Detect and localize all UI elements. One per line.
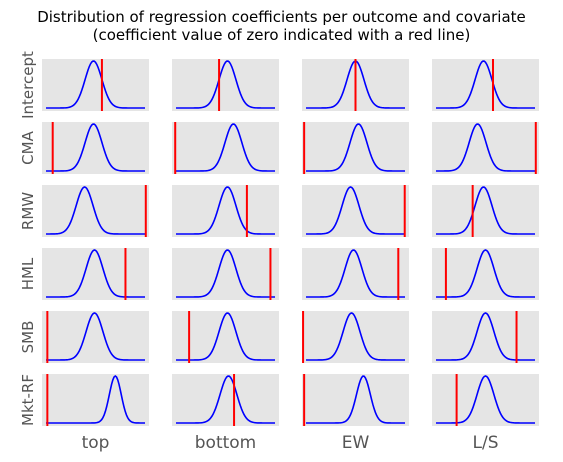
density-curve bbox=[306, 123, 405, 172]
density-curve bbox=[436, 60, 535, 109]
density-curve bbox=[436, 186, 535, 235]
column-label: L/S bbox=[473, 433, 499, 453]
density-curve bbox=[306, 375, 405, 424]
row-label: RMW bbox=[19, 192, 37, 230]
density-curve bbox=[46, 123, 145, 172]
density-curve bbox=[176, 312, 275, 361]
panel bbox=[172, 311, 279, 363]
panel bbox=[42, 185, 149, 237]
density-curve bbox=[46, 60, 145, 109]
density-curve bbox=[176, 249, 275, 298]
panel-background bbox=[172, 185, 279, 237]
panel-background bbox=[432, 248, 539, 300]
panel bbox=[172, 185, 279, 237]
panel-background bbox=[432, 374, 539, 426]
panel bbox=[42, 374, 149, 426]
panel-background bbox=[432, 122, 539, 174]
panel bbox=[172, 248, 279, 300]
panel-background bbox=[42, 374, 149, 426]
density-curve bbox=[46, 374, 145, 424]
column-label: top bbox=[82, 433, 110, 453]
panel bbox=[302, 311, 409, 363]
density-curve bbox=[436, 123, 535, 172]
panel bbox=[432, 185, 539, 237]
panel-background bbox=[432, 185, 539, 237]
panel bbox=[302, 185, 409, 237]
panel bbox=[432, 374, 539, 426]
density-curve bbox=[176, 375, 275, 424]
panel bbox=[42, 248, 149, 300]
panel bbox=[432, 122, 539, 174]
panel bbox=[302, 59, 409, 111]
density-curve bbox=[176, 186, 275, 235]
panel-background bbox=[172, 59, 279, 111]
density-curve bbox=[46, 186, 145, 235]
panel bbox=[172, 59, 279, 111]
row-label: HML bbox=[19, 257, 37, 290]
density-curve bbox=[176, 60, 275, 109]
panel-background bbox=[42, 248, 149, 300]
panel bbox=[42, 311, 149, 363]
density-curve bbox=[46, 312, 145, 361]
panel-background bbox=[302, 248, 409, 300]
density-curve bbox=[306, 186, 405, 235]
chart-title: Distribution of regression coefficients … bbox=[37, 8, 526, 26]
panel bbox=[432, 59, 539, 111]
panel bbox=[42, 59, 149, 111]
panel bbox=[42, 122, 149, 174]
column-label: bottom bbox=[195, 433, 256, 453]
density-curve bbox=[436, 375, 535, 424]
panel bbox=[432, 311, 539, 363]
column-label: EW bbox=[342, 433, 370, 453]
density-curve bbox=[306, 312, 405, 361]
row-label: Mkt-RF bbox=[19, 374, 37, 426]
panel-background bbox=[172, 122, 279, 174]
density-curve bbox=[176, 123, 275, 172]
density-curve bbox=[436, 312, 535, 361]
panel-background bbox=[432, 59, 539, 111]
panel-background bbox=[432, 311, 539, 363]
density-curve bbox=[306, 249, 405, 298]
chart-subtitle: (coefficient value of zero indicated wit… bbox=[92, 26, 471, 44]
panel bbox=[172, 122, 279, 174]
panel bbox=[432, 248, 539, 300]
row-label: CMA bbox=[19, 130, 37, 164]
panel-background bbox=[172, 311, 279, 363]
row-label: SMB bbox=[19, 321, 37, 354]
row-label: Intercept bbox=[19, 51, 37, 119]
panel-background bbox=[42, 122, 149, 174]
density-curve bbox=[436, 249, 535, 298]
panel bbox=[302, 248, 409, 300]
panel-background bbox=[172, 374, 279, 426]
panel bbox=[302, 122, 409, 174]
panel-background bbox=[42, 59, 149, 111]
panel-background bbox=[42, 311, 149, 363]
density-curve bbox=[46, 249, 145, 298]
panel bbox=[172, 374, 279, 426]
panel-background bbox=[302, 122, 409, 174]
panel-background bbox=[172, 248, 279, 300]
panel bbox=[302, 374, 409, 426]
